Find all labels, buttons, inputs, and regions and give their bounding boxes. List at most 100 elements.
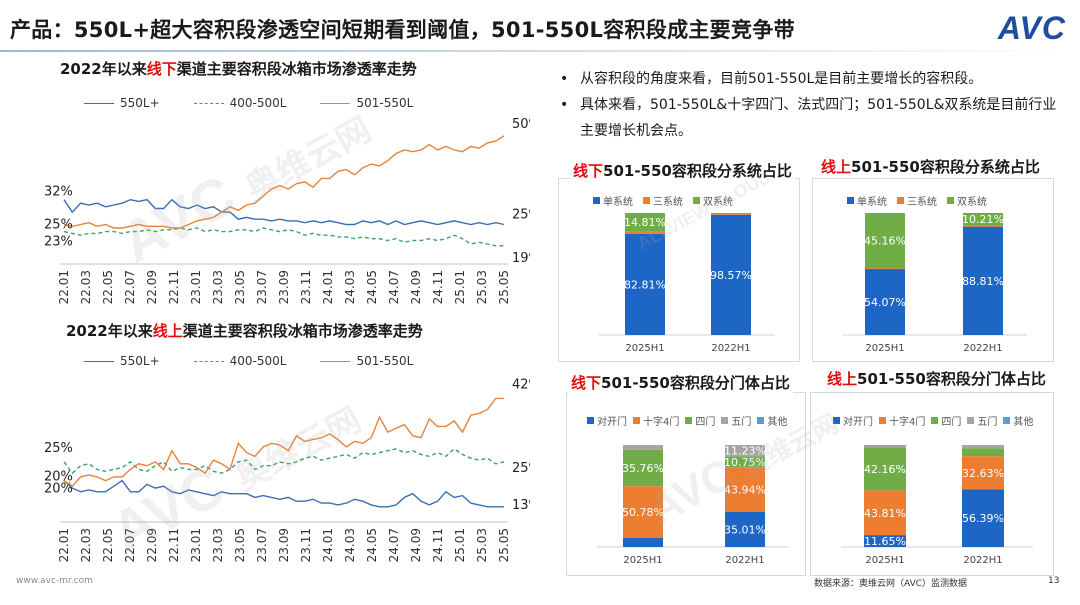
- x-tick-label: 24.07: [387, 528, 401, 562]
- legend-item: 550L+: [84, 96, 160, 110]
- online-system-panel: 单系统 三系统 双系统 54.07% 45.16% 2025H1 88.81% 10.2…: [812, 178, 1054, 362]
- x-tick-label: 22.01: [57, 528, 71, 562]
- bar-segment: [725, 511, 765, 547]
- bar-value-label: 42.16%: [864, 463, 906, 476]
- x-tick-label: 25.01: [453, 528, 467, 562]
- x-tick-label: 23.11: [299, 270, 313, 304]
- bar-value-label: 88.81%: [962, 275, 1004, 288]
- online-system-title: 线上501-550容积段分系统占比: [818, 156, 1043, 177]
- legend-item: 400-500L: [193, 354, 286, 368]
- online-line-chart-title: 2022年以来线上渠道主要容积段冰箱市场渗透率走势: [66, 322, 423, 340]
- x-tick-label: 23.01: [189, 270, 203, 304]
- category-label: 2025H1: [865, 555, 904, 566]
- bar-value-label: 43.81%: [864, 507, 906, 520]
- bar-value-label: 0.37%: [714, 202, 749, 215]
- category-label: 2022H1: [711, 343, 750, 354]
- bar-segment: [725, 445, 765, 457]
- bullet-item: 具体来看，501-550L&十字四门、法式四门；501-550L&双系统是目前行…: [558, 92, 1068, 144]
- legend-item: 501-550L: [320, 354, 413, 368]
- x-tick-label: 25.03: [475, 270, 489, 304]
- x-tick-label: 23.09: [277, 270, 291, 304]
- bar-segment: [963, 225, 1003, 227]
- bar-segment: [962, 489, 1004, 547]
- x-tick-label: 25.01: [453, 270, 467, 304]
- bar-value-label: 43.94%: [724, 483, 766, 496]
- bar-segment: [623, 538, 663, 547]
- bar-segment: [711, 213, 751, 215]
- online-line-chart: 22.01 22.03 22.05 22.07 22.09 22.11 23.01 23.03…: [44, 377, 530, 562]
- bar-value-label: 54.07%: [864, 296, 906, 309]
- bar-segment: [623, 445, 663, 450]
- offline-line-legend: 550L+ 400-500L 501-550L: [84, 96, 447, 110]
- bar-segment: [865, 269, 905, 335]
- online-system-chart: 54.07% 45.16% 2025H1 88.81% 10.21% 2022H1: [843, 213, 1027, 354]
- x-tick-label: 23.03: [211, 528, 225, 562]
- offline-system-chart: 82.81% 14.81% 2025H1 98.57% 0.37% 2022H1: [599, 202, 775, 354]
- offline-system-panel: 单系统 三系统 双系统 82.81% 14.81% 2025H1 98.57% 0.37…: [558, 178, 800, 362]
- x-tick-label: 23.05: [233, 528, 247, 562]
- avc-logo: AVC: [997, 10, 1066, 46]
- online-door-panel: 对开门 十字4门 四门 五门 其他 11.65% 43.81% 42.16% 2025…: [810, 392, 1054, 576]
- data-label: 23%: [44, 235, 73, 250]
- x-tick-label: 25.03: [475, 528, 489, 562]
- x-tick-label: 22.11: [167, 528, 181, 562]
- bar-segment: [725, 456, 765, 468]
- x-tick-label: 22.03: [79, 528, 93, 562]
- bar-segment: [963, 226, 1003, 335]
- x-tick-label: 25.05: [497, 270, 511, 304]
- x-tick-label: 22.07: [123, 528, 137, 562]
- category-label: 2022H1: [963, 343, 1002, 354]
- series-line-400-500L: [63, 227, 504, 247]
- bar-value-label: 14.81%: [624, 216, 666, 229]
- offline-door-panel: 对开门 十字4门 四门 五门 其他 8.81%50.78%35.76%4.50%…: [566, 392, 806, 576]
- data-label: 19%: [512, 251, 530, 266]
- bar-segment: [864, 445, 906, 446]
- category-label: 2025H1: [623, 555, 662, 566]
- offline-line-chart-title: 2022年以来线下渠道主要容积段冰箱市场渗透率走势: [60, 60, 417, 78]
- bar-value-label: 45.16%: [864, 235, 906, 248]
- bar-value-label: 4.50%: [626, 434, 661, 447]
- online-line-legend: 550L+ 400-500L 501-550L: [84, 354, 447, 368]
- online-door-title: 线上501-550容积段分门体占比: [824, 368, 1049, 389]
- bar-segment: [625, 231, 665, 234]
- online-door-chart: 11.65% 43.81% 42.16% 2025H1 56.39% 32.63% 7.73…: [841, 437, 1033, 566]
- x-tick-label: 25.05: [497, 528, 511, 562]
- x-tick-label: 23.11: [299, 528, 313, 562]
- x-tick-label: 22.01: [57, 270, 71, 304]
- bar-value-label: 11.23%: [724, 445, 766, 458]
- x-tick-label: 23.01: [189, 528, 203, 562]
- data-label: 20%: [44, 470, 73, 485]
- bar-segment: [962, 456, 1004, 490]
- x-tick-label: 24.01: [321, 270, 335, 304]
- data-label: 25%: [512, 461, 530, 476]
- data-label: 50%: [512, 117, 530, 132]
- data-label: 42%: [512, 377, 530, 392]
- bar-segment: [864, 445, 906, 448]
- data-label: 25%: [44, 218, 73, 233]
- bar-value-label: 35.01%: [724, 523, 766, 536]
- x-tick-label: 23.03: [211, 270, 225, 304]
- footer-url[interactable]: www.avc-mr.com: [16, 576, 93, 586]
- bar-segment: [865, 268, 905, 270]
- x-tick-label: 22.03: [79, 270, 93, 304]
- series-line-550L+: [63, 198, 505, 226]
- bar-segment: [625, 213, 665, 232]
- series-line-501-550L: [63, 135, 505, 229]
- legend-item: 400-500L: [193, 96, 286, 110]
- legend-item: 501-550L: [320, 96, 413, 110]
- bar-segment: [711, 214, 751, 335]
- data-label: 13%: [512, 498, 530, 513]
- bar-segment: [864, 535, 906, 547]
- x-tick-label: 23.07: [255, 528, 269, 562]
- bar-segment: [962, 448, 1004, 457]
- page-title: 产品：550L+超大容积段渗透空间短期看到阈值，501-550L容积段成主要竞争…: [10, 18, 795, 42]
- x-tick-label: 23.05: [233, 270, 247, 304]
- x-tick-label: 24.05: [365, 270, 379, 304]
- bar-value-label: 7.73%: [966, 437, 1001, 450]
- x-tick-label: 22.11: [167, 270, 181, 304]
- x-tick-label: 23.09: [277, 528, 291, 562]
- x-tick-label: 24.09: [409, 270, 423, 304]
- legend-item: 550L+: [84, 354, 160, 368]
- offline-line-chart: 22.01 22.03 22.05 22.07 22.09 22.11 23.01 23.03…: [44, 117, 530, 305]
- bar-value-label: 98.57%: [710, 269, 752, 282]
